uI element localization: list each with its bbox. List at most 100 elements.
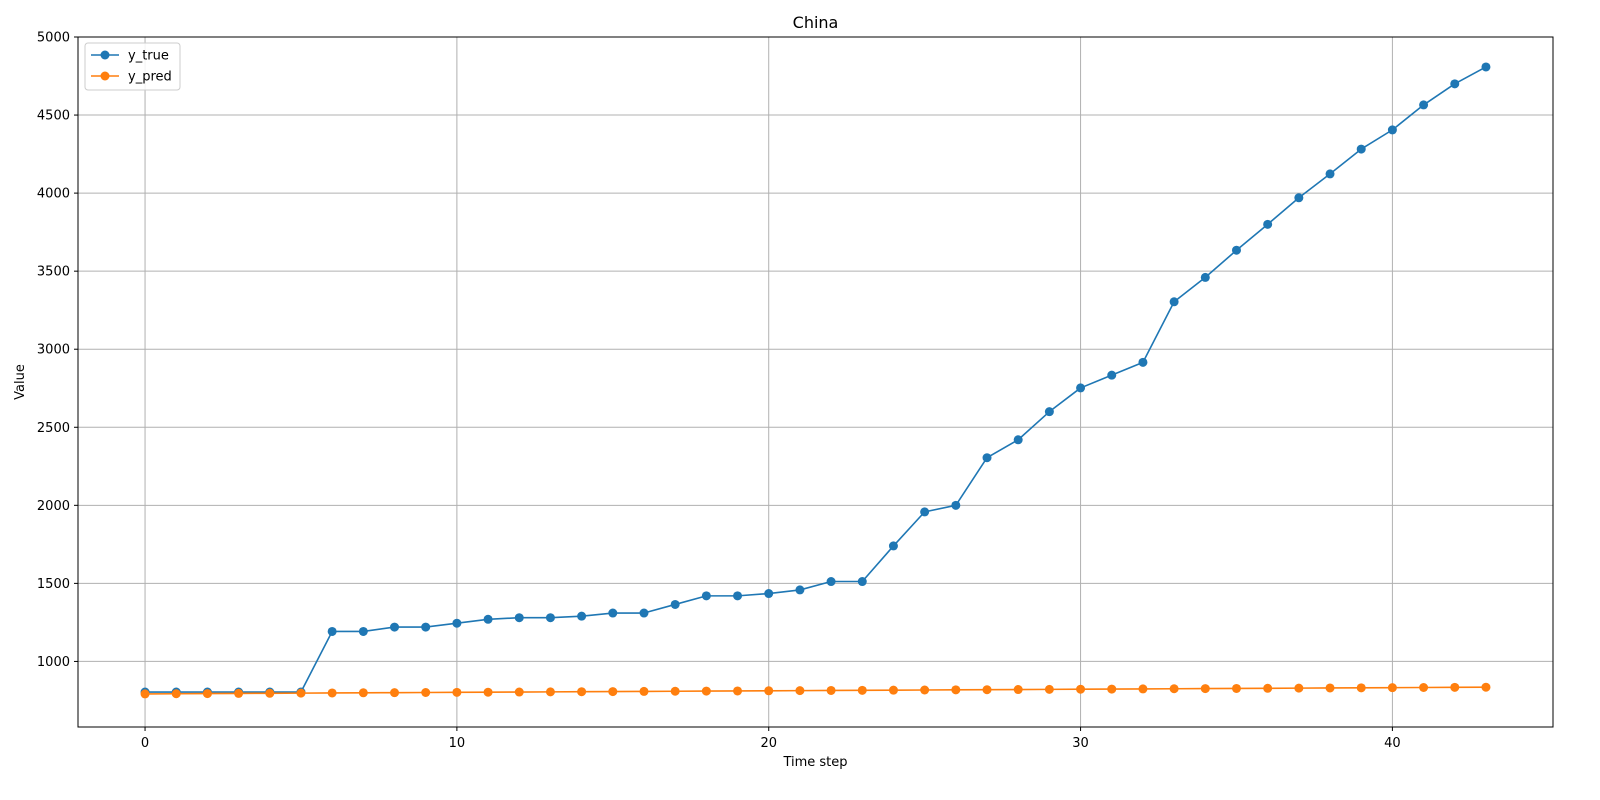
data-point xyxy=(358,626,368,636)
data-point xyxy=(202,689,212,699)
data-point xyxy=(982,453,992,463)
data-point xyxy=(327,688,337,698)
legend-entries: y_true y_pred xyxy=(91,49,172,85)
y-tick-label: 3000 xyxy=(37,343,70,358)
data-point xyxy=(1294,193,1304,203)
data-point xyxy=(826,685,836,695)
data-point xyxy=(857,685,867,695)
data-point xyxy=(670,686,680,696)
y-tick-label: 1000 xyxy=(37,655,70,670)
y-tick-label: 1500 xyxy=(37,577,70,592)
data-point xyxy=(1263,683,1273,693)
data-point xyxy=(1294,683,1304,693)
data-point xyxy=(1387,683,1397,693)
grid-lines xyxy=(78,36,1553,727)
data-point xyxy=(920,507,930,517)
y-tick-label: 4500 xyxy=(37,109,70,124)
data-point xyxy=(639,608,649,618)
y-axis-ticks: 1000 1500 2000 2500 3000 3500 4000 4500 5000 xyxy=(37,31,78,670)
data-point xyxy=(951,685,961,695)
data-point xyxy=(982,685,992,695)
x-tick-label: 0 xyxy=(141,736,149,751)
data-point xyxy=(888,685,898,695)
data-point xyxy=(608,608,618,618)
legend-entry: y_true xyxy=(91,49,169,64)
legend-marker xyxy=(100,50,110,60)
series-y-true xyxy=(140,62,1491,697)
data-point xyxy=(1169,297,1179,307)
data-point xyxy=(296,688,306,698)
data-point xyxy=(733,591,743,601)
data-point xyxy=(1169,684,1179,694)
data-point xyxy=(577,687,587,697)
data-point xyxy=(1231,683,1241,693)
data-point xyxy=(1263,219,1273,229)
data-point xyxy=(358,688,368,698)
legend-entry: y_pred xyxy=(91,70,172,85)
data-point xyxy=(514,613,524,623)
data-point xyxy=(1450,682,1460,692)
data-point xyxy=(1481,62,1491,72)
data-point xyxy=(327,626,337,636)
data-point xyxy=(483,687,493,697)
data-point xyxy=(795,585,805,595)
plot-frame xyxy=(77,36,1554,728)
data-point xyxy=(1013,685,1023,695)
data-point xyxy=(1138,684,1148,694)
data-point xyxy=(545,687,555,697)
data-point xyxy=(639,686,649,696)
data-point xyxy=(1481,682,1491,692)
chart-title: China xyxy=(793,13,839,32)
data-point xyxy=(234,688,244,698)
data-point xyxy=(390,688,400,698)
data-point xyxy=(452,687,462,697)
data-point xyxy=(920,685,930,695)
x-tick-label: 10 xyxy=(449,736,466,751)
data-point xyxy=(764,589,774,599)
data-point xyxy=(701,591,711,601)
data-point xyxy=(1107,370,1117,380)
data-point xyxy=(733,686,743,696)
data-point xyxy=(514,687,524,697)
data-point xyxy=(1076,383,1086,393)
data-point xyxy=(1356,144,1366,154)
series-layer xyxy=(140,62,1491,699)
data-point xyxy=(1325,683,1335,693)
data-point xyxy=(826,577,836,587)
series-line xyxy=(145,66,1487,693)
data-point xyxy=(1107,684,1117,694)
y-tick-label: 2000 xyxy=(37,499,70,514)
data-point xyxy=(1419,100,1429,110)
y-tick-label: 4000 xyxy=(37,187,70,202)
legend-label: y_pred xyxy=(128,70,172,85)
data-point xyxy=(421,622,431,632)
data-point xyxy=(1419,683,1429,693)
data-point xyxy=(421,688,431,697)
data-point xyxy=(795,686,805,696)
data-point xyxy=(1013,435,1023,445)
data-point xyxy=(1325,169,1335,179)
data-point xyxy=(1076,684,1086,694)
data-point xyxy=(1044,407,1054,417)
y-axis-label: Value xyxy=(13,364,28,400)
data-point xyxy=(670,599,680,609)
data-point xyxy=(608,687,618,697)
data-point xyxy=(1044,684,1054,694)
y-tick-label: 2500 xyxy=(37,421,70,436)
data-point xyxy=(140,689,150,699)
legend-label: y_true xyxy=(128,49,169,64)
x-tick-label: 40 xyxy=(1384,736,1401,751)
data-point xyxy=(577,611,587,621)
legend-marker xyxy=(100,71,110,81)
data-point xyxy=(857,577,867,587)
data-point xyxy=(1200,684,1210,694)
data-point xyxy=(1231,245,1241,255)
data-point xyxy=(390,622,400,632)
x-axis-label: Time step xyxy=(782,755,847,770)
data-point xyxy=(951,500,961,510)
y-tick-label: 5000 xyxy=(37,31,70,46)
data-point xyxy=(545,613,555,623)
data-point xyxy=(265,688,275,698)
